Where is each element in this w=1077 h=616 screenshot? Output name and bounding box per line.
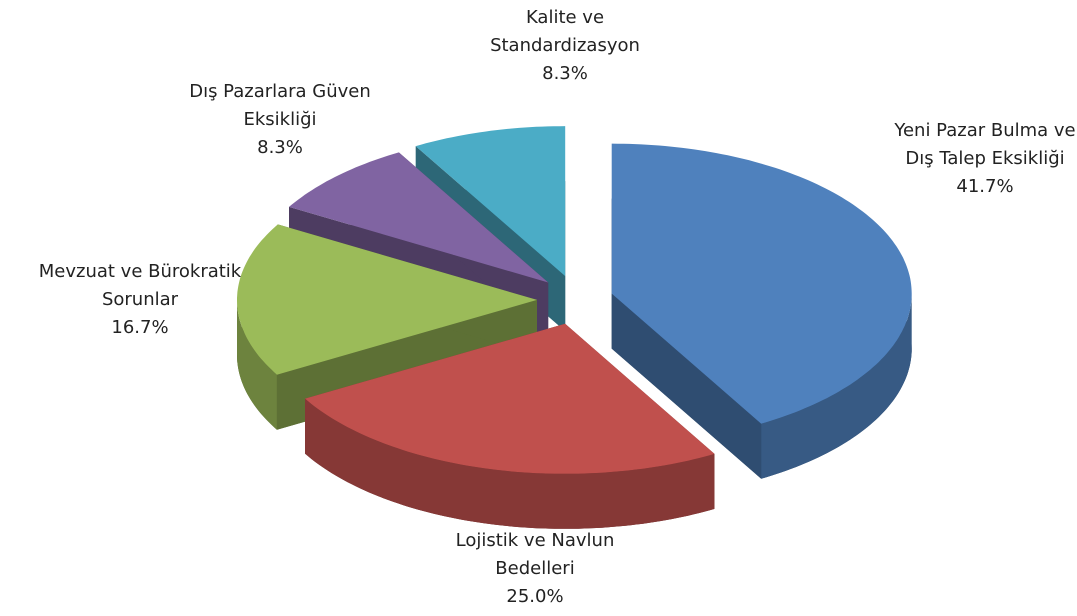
category-label: Mevzuat ve Bürokratik Sorunlar (38, 261, 242, 310)
value-label: 41.7% (956, 176, 1014, 197)
value-label: 8.3% (257, 137, 303, 158)
slice (611, 143, 912, 424)
slice-label: Yeni Pazar Bulma ve Dış Talep Eksikliği 4… (885, 117, 1077, 201)
value-label: 25.0% (506, 586, 564, 607)
slice (305, 323, 715, 474)
slice (289, 152, 549, 283)
category-label: Yeni Pazar Bulma ve Dış Talep Eksikliği (894, 120, 1076, 169)
slice-wall (761, 293, 912, 479)
slice (237, 224, 537, 375)
slice-label: Kalite ve Standardizasyon 8.3% (475, 4, 655, 88)
slice-wall (237, 299, 277, 430)
slice-label: Dış Pazarlara Güven Eksikliği 8.3% (165, 78, 395, 162)
slice-label: Mevzuat ve Bürokratik Sorunlar 16.7% (15, 258, 265, 342)
category-label: Dış Pazarlara Güven Eksikliği (189, 81, 371, 130)
slice (415, 126, 566, 277)
value-label: 8.3% (542, 63, 588, 84)
slice-side (611, 293, 762, 479)
category-label: Kalite ve Standardizasyon (490, 7, 640, 56)
category-label: Lojistik ve Navlun Bedelleri (455, 530, 615, 579)
slice-wall (305, 398, 715, 529)
slice-label: Lojistik ve Navlun Bedelleri 25.0% (435, 527, 635, 611)
value-label: 16.7% (111, 317, 169, 338)
